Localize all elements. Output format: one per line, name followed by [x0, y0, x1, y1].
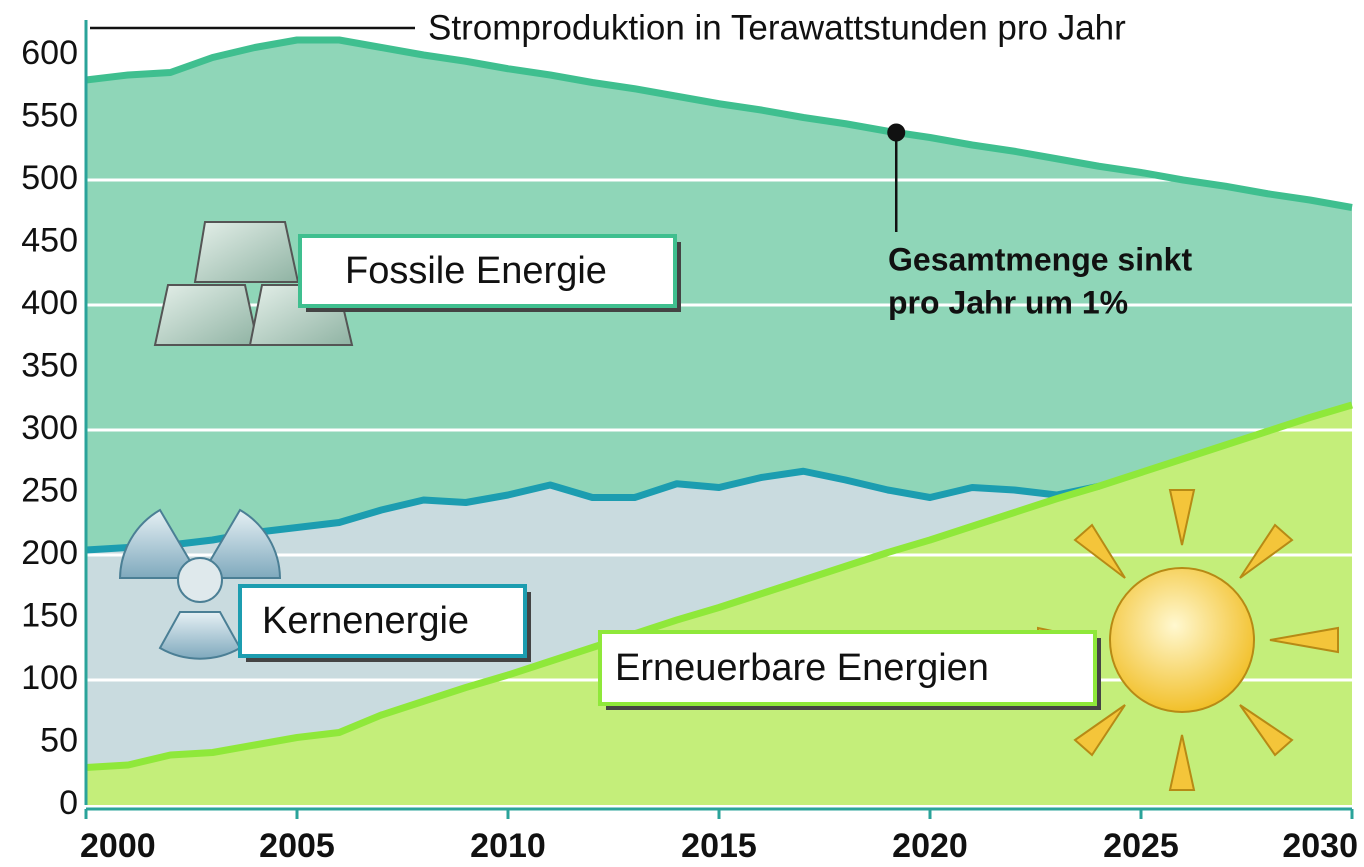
y-tick-label: 450: [21, 221, 78, 259]
y-tick-label: 150: [21, 596, 78, 634]
y-tick-label: 200: [21, 534, 78, 572]
legend-label: Fossile Energie: [345, 250, 607, 292]
x-tick-label: 2020: [892, 827, 968, 865]
decorations: [118, 221, 1339, 791]
x-tick-label: 2000: [80, 827, 156, 865]
y-tick-label: 500: [21, 159, 78, 197]
x-tick-label: 2010: [470, 827, 546, 865]
y-tick-label: 300: [21, 409, 78, 447]
y-tick-label: 400: [21, 284, 78, 322]
series-line: [85, 401, 1353, 771]
series-line: [85, 36, 1353, 211]
annotation-text: Gesamtmenge sinkt: [888, 241, 1192, 277]
legend-box: [298, 234, 677, 308]
annotation-text: pro Jahr um 1%: [888, 284, 1128, 320]
x-tick-label: 2030: [1282, 827, 1358, 865]
x-tick-label: 2025: [1103, 827, 1179, 865]
annotation-dot: [887, 123, 906, 142]
x-tick-label: 2015: [681, 827, 757, 865]
legend-label: Erneuerbare Energien: [615, 647, 989, 689]
legend-box: [238, 584, 527, 658]
y-tick-label: 600: [21, 34, 78, 72]
y-tick-label: 550: [21, 96, 78, 134]
y-tick-label: 250: [21, 471, 78, 509]
y-tick-label: 100: [21, 659, 78, 697]
area-fill: [86, 40, 1352, 550]
y-tick-label: 0: [59, 784, 78, 822]
radiation-icon: [118, 508, 282, 660]
legend-label: Kernenergie: [262, 600, 469, 642]
x-tick-label: 2005: [259, 827, 335, 865]
y-tick-label: 50: [40, 721, 78, 759]
y-tick-label: 350: [21, 346, 78, 384]
chart-title: Stromproduktion in Terawattstunden pro J…: [428, 8, 1126, 47]
gold-bars-icon: [153, 221, 354, 346]
legend-box: [598, 630, 1097, 706]
